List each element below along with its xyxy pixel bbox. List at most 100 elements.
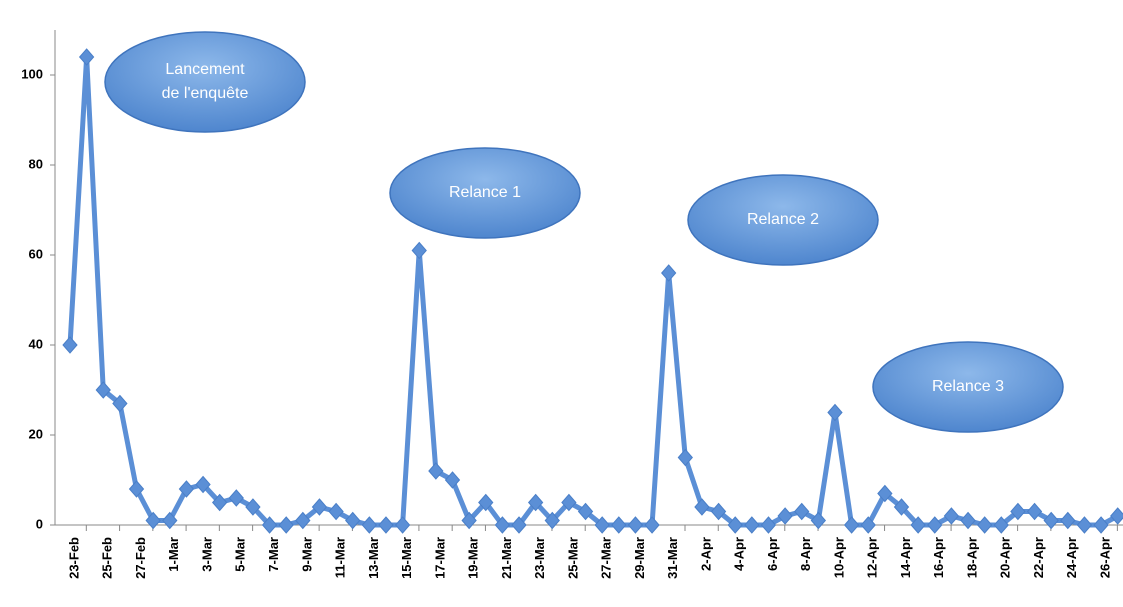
marker [228,489,244,507]
marker [461,511,477,530]
marker [78,48,95,66]
x-tick-label: 19-Mar [466,537,481,579]
marker [594,516,610,534]
marker [1043,511,1059,530]
annotation-bubble [389,147,581,239]
marker [877,484,893,503]
x-tick-label: 9-Mar [299,537,314,572]
y-tick-label: 40 [29,336,43,351]
marker [278,516,294,534]
marker [777,507,793,525]
marker [794,502,810,521]
x-tick-label: 23-Mar [532,537,547,579]
marker [710,502,727,521]
x-tick-label: 24-Apr [1064,537,1079,578]
marker [527,493,544,512]
annotation-text: de l'enquête [162,85,249,102]
line [67,54,1119,528]
marker [544,511,560,530]
marker [943,507,960,525]
annotation-text: Lancement [165,61,245,78]
x-tick-label: 4-Apr [732,537,747,571]
marker [611,516,627,534]
x-tick-label: 15-Mar [399,537,414,579]
marker [261,516,278,534]
x-tick-label: 18-Apr [964,537,979,578]
annotation-text: Relance 1 [449,184,521,201]
marker [993,516,1009,534]
marker [893,498,910,516]
marker [694,498,710,516]
annotation-bubble [104,31,306,133]
marker [128,480,145,498]
x-tick-label: 21-Mar [499,537,514,579]
annotation-bubble [687,174,879,266]
marker [927,516,943,534]
y-tick-label: 80 [29,156,43,171]
marker [677,448,693,467]
x-tick-label: 27-Feb [133,537,148,579]
marker [494,516,511,534]
x-tick-label: 7-Mar [266,537,281,572]
marker [478,493,494,512]
x-tick-label: 16-Apr [931,537,946,578]
marker [511,516,527,534]
x-tick-label: 29-Mar [632,537,647,579]
x-tick-label: 23-Feb [66,537,81,579]
marker [843,516,860,534]
annotation-text: Relance 3 [932,378,1004,395]
marker [760,516,777,534]
marker [444,471,461,489]
marker [827,403,843,422]
marker [1093,516,1109,534]
x-tick-label: 14-Apr [898,537,913,578]
x-tick-label: 5-Mar [233,537,248,572]
marker [744,516,760,534]
annotation-text: Relance 2 [747,211,819,228]
x-tick-label: 26-Apr [1097,537,1112,578]
marker [1076,516,1093,534]
y-tick-label: 0 [36,516,43,531]
x-tick-label: 20-Apr [998,537,1013,578]
marker [62,336,78,354]
marker [212,493,228,512]
marker [245,498,261,516]
x-tick-label: 11-Mar [333,537,348,578]
marker [95,381,111,399]
x-tick-label: 25-Feb [100,537,115,579]
x-tick-label: 8-Apr [798,537,813,571]
x-tick-label: 6-Apr [765,537,780,571]
marker [1010,502,1026,521]
x-tick-label: 31-Mar [665,537,680,579]
marker [727,516,743,534]
marker [311,498,328,516]
marker [810,511,827,530]
marker [295,511,311,530]
marker [428,462,444,480]
x-tick-label: 22-Apr [1031,537,1046,578]
marker [1026,502,1043,521]
marker [1060,511,1076,530]
y-tick-label: 100 [21,66,43,81]
x-tick-label: 27-Mar [599,537,614,579]
marker [178,480,195,498]
x-tick-label: 17-Mar [432,537,447,579]
x-tick-label: 3-Mar [199,537,214,572]
x-tick-label: 1-Mar [166,537,181,572]
marker [627,516,644,534]
marker [661,264,677,282]
x-tick-label: 12-Apr [865,537,880,578]
marker [345,511,361,530]
y-tick-label: 20 [29,426,43,441]
annotation-bubble [872,341,1064,433]
y-tick-label: 60 [29,246,43,261]
marker [394,516,411,534]
marker [361,516,378,534]
x-tick-label: 10-Apr [831,537,846,578]
marker [644,516,660,534]
marker [960,511,976,530]
marker [561,493,577,512]
marker [162,511,178,530]
marker [145,511,161,530]
